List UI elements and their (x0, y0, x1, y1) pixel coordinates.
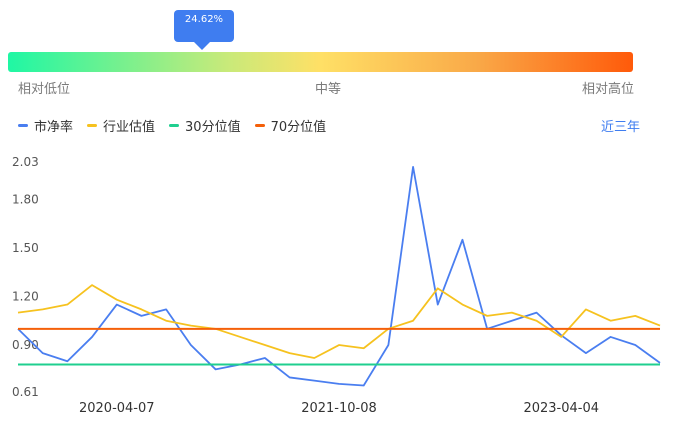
line-swatch-icon (169, 124, 180, 127)
scale-mid-label: 中等 (315, 82, 342, 97)
legend-label: 市净率 (34, 120, 74, 135)
y-tick-label: 1.20 (12, 289, 39, 303)
y-tick-label: 1.50 (12, 241, 39, 255)
x-tick-label: 2020-04-07 (79, 401, 155, 416)
series-line-1 (17, 284, 661, 359)
line-swatch-icon (18, 124, 28, 127)
valuation-gradient-bar (8, 52, 633, 72)
percentile-tooltip: 24.62% (174, 10, 234, 50)
line-swatch-icon (254, 124, 265, 127)
range-selector-link[interactable]: 近三年 (600, 120, 640, 135)
x-tick-label: 2023-04-04 (523, 401, 599, 416)
chart-legend: 市净率 行业估值 30分位值 70分位值 (18, 116, 326, 135)
legend-label: 70分位值 (270, 120, 327, 135)
series-line-0 (17, 165, 661, 387)
line-swatch-icon (87, 124, 98, 127)
x-tick-label: 2021-10-08 (301, 401, 377, 416)
legend-item-p70[interactable]: 70分位值 (254, 116, 327, 135)
legend-label: 30分位值 (185, 120, 241, 135)
legend-item-p30[interactable]: 30分位值 (169, 116, 241, 135)
scale-high-label: 相对高位 (582, 82, 635, 97)
y-tick-label: 2.03 (12, 155, 39, 169)
scale-low-label: 相对低位 (18, 82, 71, 97)
legend-item-pb[interactable]: 市净率 (18, 116, 73, 135)
legend-item-industry[interactable]: 行业估值 (87, 116, 155, 135)
legend-label: 行业估值 (103, 120, 156, 135)
y-tick-label: 0.61 (12, 385, 39, 399)
y-tick-label: 1.80 (12, 192, 39, 206)
